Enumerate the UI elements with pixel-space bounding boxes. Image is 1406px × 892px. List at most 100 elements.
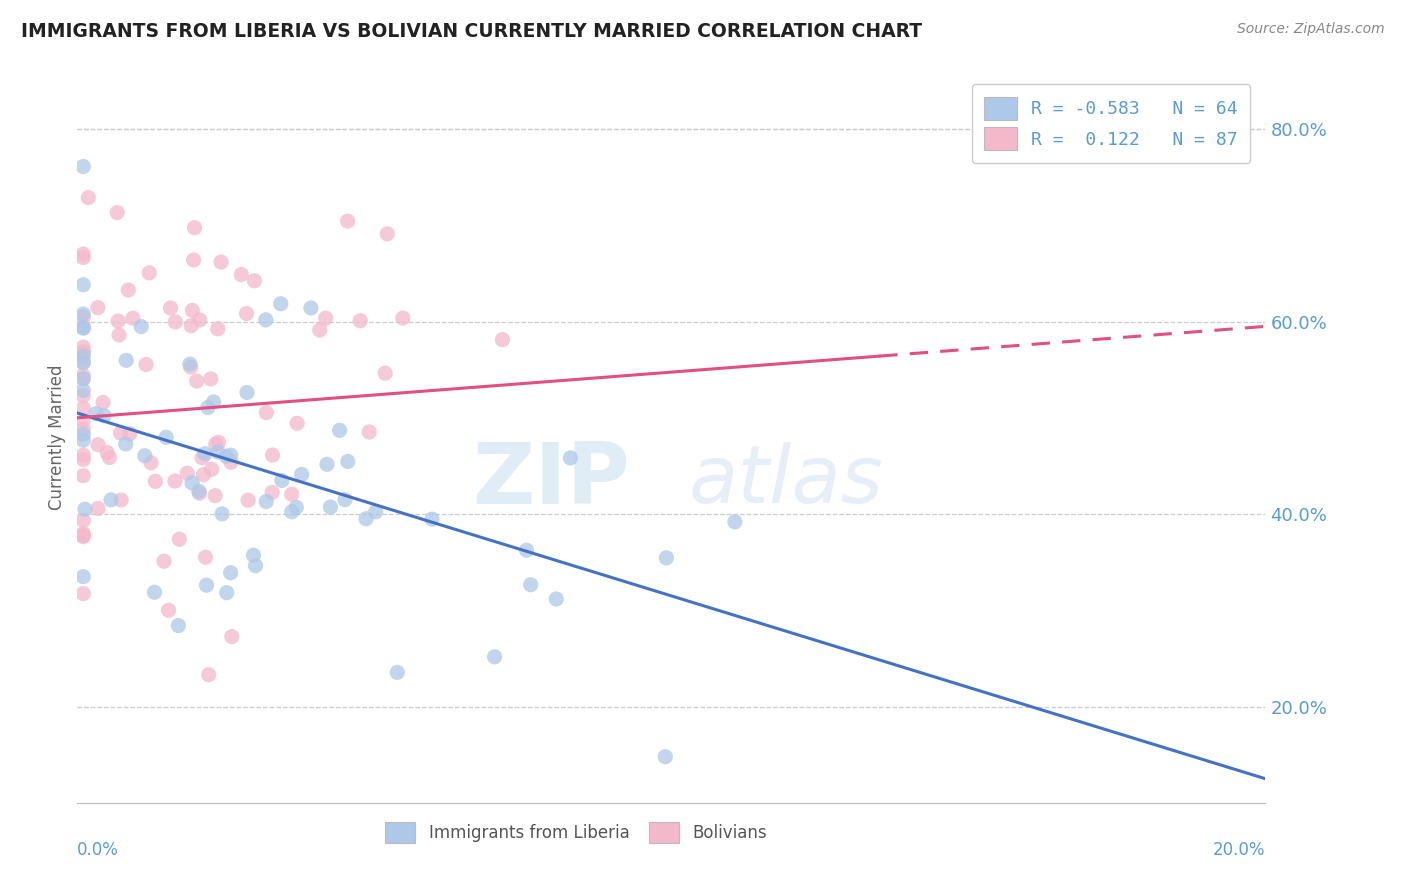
Point	[145, 475, 167, 489]
Point	[91, 395, 114, 409]
Point	[236, 385, 259, 400]
Point	[72, 468, 94, 483]
Point	[118, 426, 141, 441]
Point	[110, 425, 132, 440]
Point	[72, 251, 94, 265]
Point	[291, 467, 314, 482]
Point	[72, 528, 94, 542]
Point	[724, 515, 747, 529]
Point	[191, 450, 214, 465]
Point	[484, 649, 506, 664]
Point	[72, 414, 94, 428]
Point	[107, 314, 129, 328]
Point	[100, 492, 122, 507]
Point	[270, 474, 292, 488]
Point	[167, 618, 190, 632]
Point	[420, 512, 443, 526]
Point	[654, 749, 676, 764]
Point	[98, 450, 121, 465]
Point	[180, 318, 202, 333]
Point	[188, 313, 211, 327]
Point	[96, 445, 118, 459]
Point	[281, 505, 304, 519]
Point	[157, 603, 180, 617]
Point	[176, 467, 198, 481]
Point	[193, 467, 215, 482]
Point	[72, 356, 94, 370]
Point	[262, 485, 284, 500]
Point	[245, 558, 267, 573]
Point	[72, 526, 94, 541]
Point	[72, 344, 94, 359]
Point	[163, 474, 186, 488]
Point	[207, 445, 229, 459]
Point	[181, 475, 204, 490]
Point	[207, 435, 229, 450]
Point	[87, 501, 110, 516]
Point	[159, 301, 181, 315]
Point	[215, 585, 238, 599]
Point	[77, 190, 100, 204]
Point	[87, 438, 110, 452]
Text: atlas: atlas	[689, 442, 884, 520]
Point	[375, 227, 398, 241]
Point	[329, 423, 352, 437]
Point	[319, 500, 342, 514]
Point	[72, 160, 94, 174]
Point	[254, 494, 277, 508]
Point	[359, 425, 381, 439]
Point	[183, 252, 205, 267]
Y-axis label: Currently Married: Currently Married	[48, 364, 66, 510]
Point	[93, 409, 115, 423]
Point	[84, 407, 107, 421]
Point	[72, 569, 94, 583]
Point	[72, 371, 94, 385]
Point	[374, 366, 396, 380]
Point	[219, 455, 242, 469]
Point	[519, 578, 541, 592]
Point	[204, 437, 226, 451]
Point	[316, 458, 339, 472]
Point	[392, 311, 415, 326]
Point	[231, 268, 253, 282]
Point	[72, 586, 94, 600]
Point	[110, 493, 132, 508]
Point	[186, 374, 208, 388]
Point	[72, 423, 94, 437]
Point	[215, 450, 238, 464]
Point	[242, 548, 264, 562]
Point	[169, 533, 191, 547]
Point	[211, 507, 233, 521]
Point	[153, 554, 176, 568]
Point	[72, 321, 94, 335]
Point	[72, 340, 94, 354]
Point	[138, 266, 160, 280]
Point	[333, 492, 356, 507]
Point	[122, 311, 145, 326]
Text: IMMIGRANTS FROM LIBERIA VS BOLIVIAN CURRENTLY MARRIED CORRELATION CHART: IMMIGRANTS FROM LIBERIA VS BOLIVIAN CURR…	[21, 22, 922, 41]
Point	[254, 406, 277, 420]
Point	[364, 505, 387, 519]
Point	[200, 372, 222, 386]
Point	[197, 401, 219, 415]
Point	[655, 550, 678, 565]
Point	[285, 500, 308, 515]
Point	[187, 484, 209, 499]
Point	[236, 493, 259, 508]
Point	[72, 310, 94, 324]
Point	[354, 512, 377, 526]
Point	[235, 306, 257, 320]
Point	[72, 448, 94, 462]
Point	[72, 345, 94, 359]
Point	[546, 592, 568, 607]
Point	[387, 665, 409, 680]
Point	[197, 667, 219, 681]
Point	[243, 274, 266, 288]
Point	[165, 315, 187, 329]
Point	[202, 395, 225, 409]
Point	[134, 449, 156, 463]
Point	[315, 311, 337, 326]
Point	[72, 355, 94, 369]
Point	[72, 307, 94, 321]
Point	[72, 427, 94, 442]
